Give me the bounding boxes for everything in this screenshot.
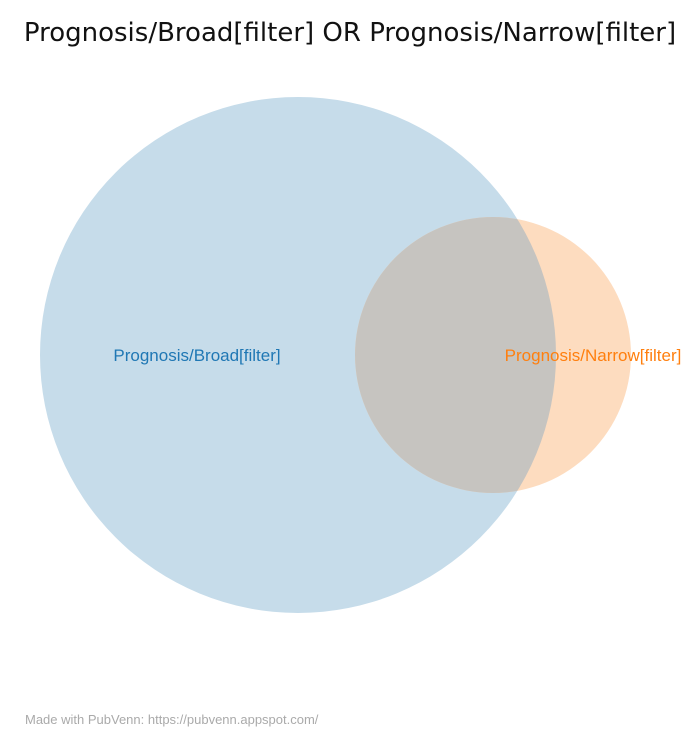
pubvenn-credit: Made with PubVenn: https://pubvenn.appsp… [25,712,319,727]
intersection-region [355,217,556,493]
broad-set-circle [40,97,556,613]
diagram-title: Prognosis/Broad[filter] OR Prognosis/Nar… [23,18,677,48]
broad-set-label: Prognosis/Broad[filter] [113,346,280,365]
narrow-set-label: Prognosis/Narrow[filter] [505,346,682,365]
